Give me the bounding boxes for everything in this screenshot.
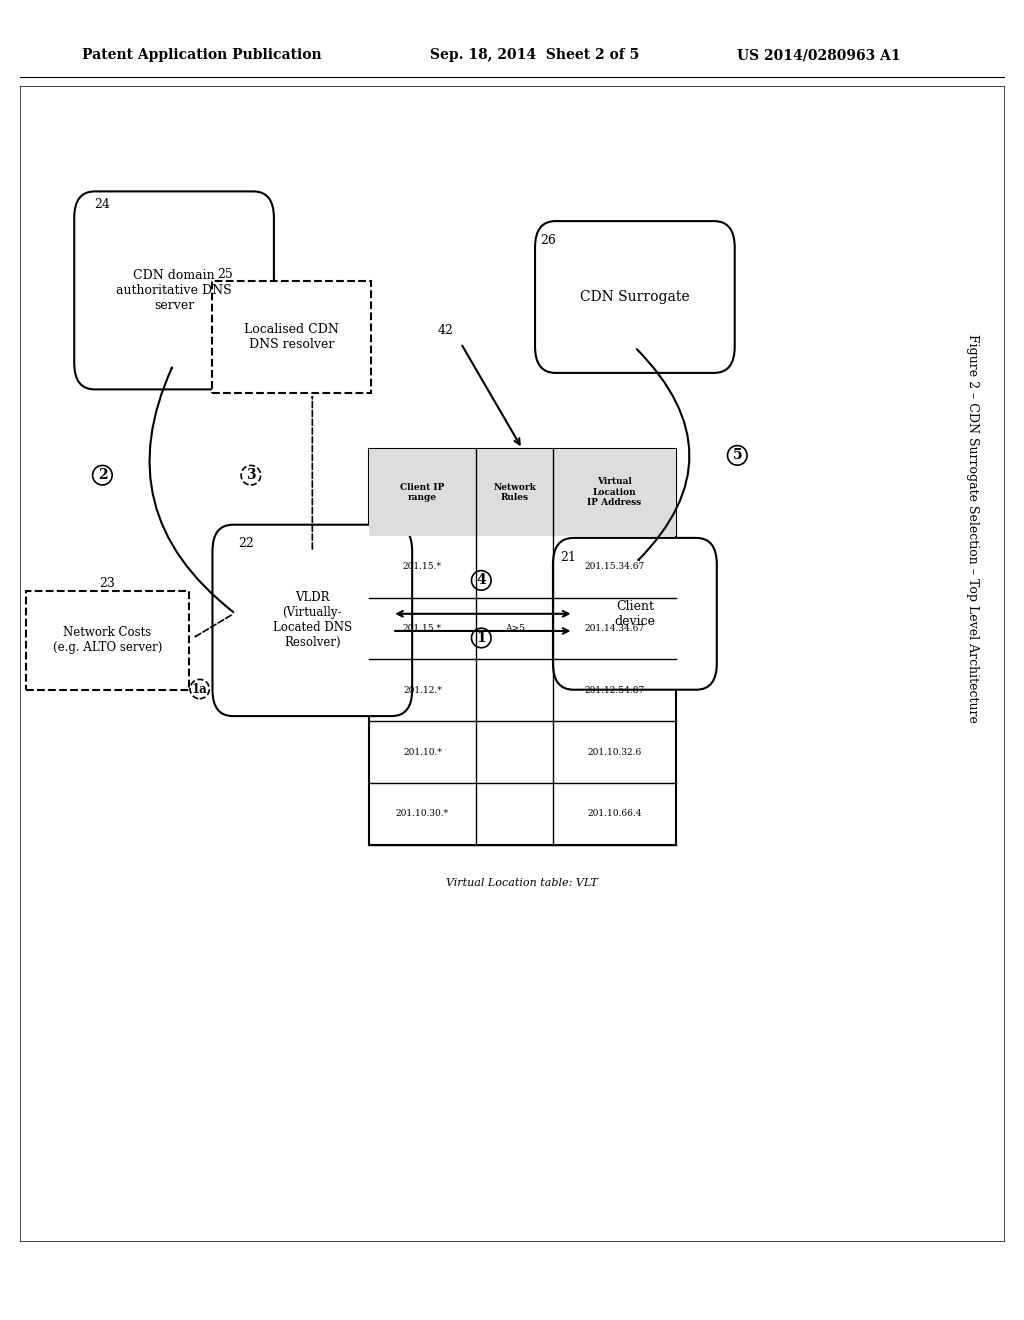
Text: CDN Surrogate: CDN Surrogate	[580, 290, 690, 304]
FancyBboxPatch shape	[553, 539, 717, 689]
FancyBboxPatch shape	[26, 591, 189, 689]
Text: A>5: A>5	[505, 624, 524, 634]
FancyBboxPatch shape	[535, 220, 735, 372]
Text: Network
Rules: Network Rules	[494, 483, 536, 502]
Text: 201.10.66.4: 201.10.66.4	[587, 809, 642, 818]
Text: 201.14.34.67: 201.14.34.67	[585, 624, 644, 634]
Text: Client
device: Client device	[614, 599, 655, 628]
Text: 2: 2	[97, 469, 108, 482]
FancyBboxPatch shape	[212, 281, 371, 393]
FancyArrowPatch shape	[196, 615, 231, 636]
Bar	[369, 449, 676, 845]
Text: Virtual Location table: VLT: Virtual Location table: VLT	[446, 878, 598, 888]
Text: CDN domain
authoritative DNS
server: CDN domain authoritative DNS server	[117, 269, 231, 312]
Text: 201.15.*: 201.15.*	[402, 624, 442, 634]
Text: Figure 2 – CDN Surrogate Selection – Top Level Architecture: Figure 2 – CDN Surrogate Selection – Top…	[967, 334, 979, 722]
Text: 21: 21	[560, 550, 577, 564]
Text: 201.15.*: 201.15.*	[402, 562, 442, 572]
Text: Sep. 18, 2014  Sheet 2 of 5: Sep. 18, 2014 Sheet 2 of 5	[430, 49, 639, 62]
Text: Virtual
Location
IP Address: Virtual Location IP Address	[588, 478, 641, 507]
Text: 201.10.30.*: 201.10.30.*	[396, 809, 449, 818]
Text: US 2014/0280963 A1: US 2014/0280963 A1	[737, 49, 901, 62]
Text: 201.15.34.67: 201.15.34.67	[585, 562, 644, 572]
Text: 26: 26	[540, 234, 556, 247]
Text: 201.12.*: 201.12.*	[403, 686, 441, 694]
Text: VLDR
(Virtually-
Located DNS
Resolver): VLDR (Virtually- Located DNS Resolver)	[272, 591, 352, 649]
Bar	[369, 449, 676, 536]
Text: 5: 5	[732, 449, 742, 462]
Text: Patent Application Publication: Patent Application Publication	[82, 49, 322, 62]
Text: 24: 24	[94, 198, 111, 211]
Text: 1a: 1a	[191, 682, 208, 696]
Text: 201.10.*: 201.10.*	[403, 747, 441, 756]
FancyBboxPatch shape	[75, 191, 274, 389]
Text: 3: 3	[246, 469, 256, 482]
FancyBboxPatch shape	[213, 524, 412, 715]
Text: Localised CDN
DNS resolver: Localised CDN DNS resolver	[245, 322, 339, 351]
Text: 23: 23	[99, 577, 116, 590]
Text: 25: 25	[217, 268, 233, 281]
Text: 1: 1	[476, 631, 486, 645]
Text: 42: 42	[437, 323, 454, 337]
FancyArrowPatch shape	[150, 368, 233, 612]
Text: Network Costs
(e.g. ALTO server): Network Costs (e.g. ALTO server)	[53, 626, 162, 655]
Text: 4: 4	[476, 573, 486, 587]
Text: 22: 22	[238, 537, 254, 550]
Text: Client IP
range: Client IP range	[400, 483, 444, 502]
FancyArrowPatch shape	[637, 348, 689, 560]
Text: 201.10.32.6: 201.10.32.6	[588, 747, 641, 756]
Text: 201.12.54.87: 201.12.54.87	[585, 686, 644, 694]
